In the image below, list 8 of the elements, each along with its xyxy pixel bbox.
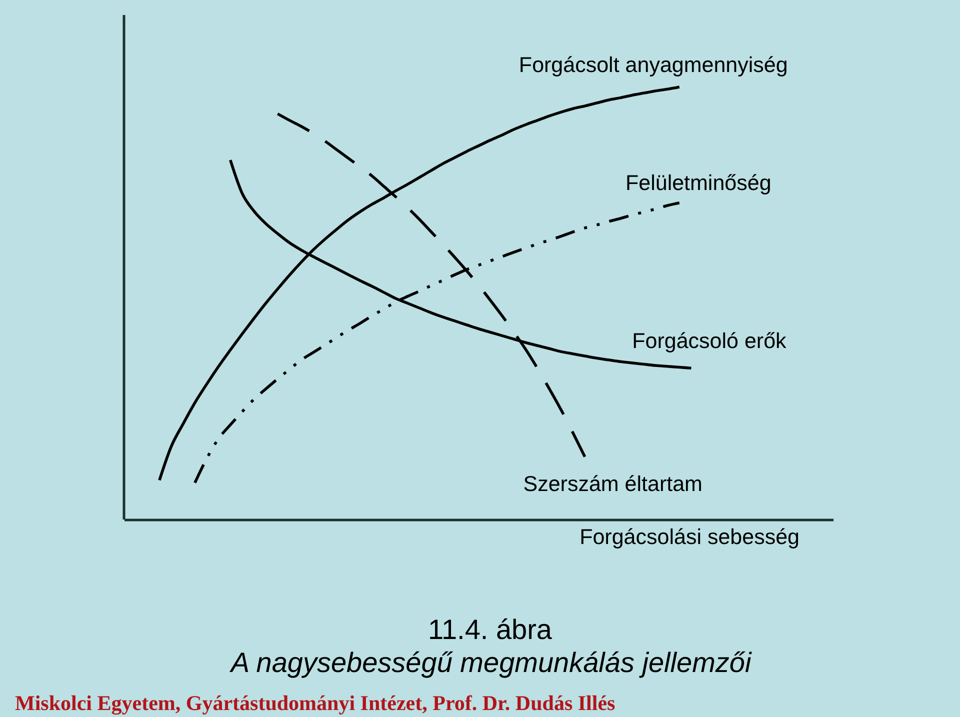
series-label: Forgácsoló erők [632, 329, 787, 354]
text: 11.4. ábra [428, 614, 552, 645]
text: A nagysebességű megmunkálás jellemzői [228, 647, 752, 678]
text: Miskolci Egyetem, Gyártástudományi Intézet, Prof. Dr. Dudás Illés [15, 691, 616, 715]
series-label: Szerszám éltartam [523, 472, 702, 496]
series-label: Forgácsolt anyagmennyiség [518, 53, 788, 77]
series-label: Felületminőség [625, 170, 772, 195]
x-axis-title: Forgácsolási sebesség [580, 525, 800, 549]
